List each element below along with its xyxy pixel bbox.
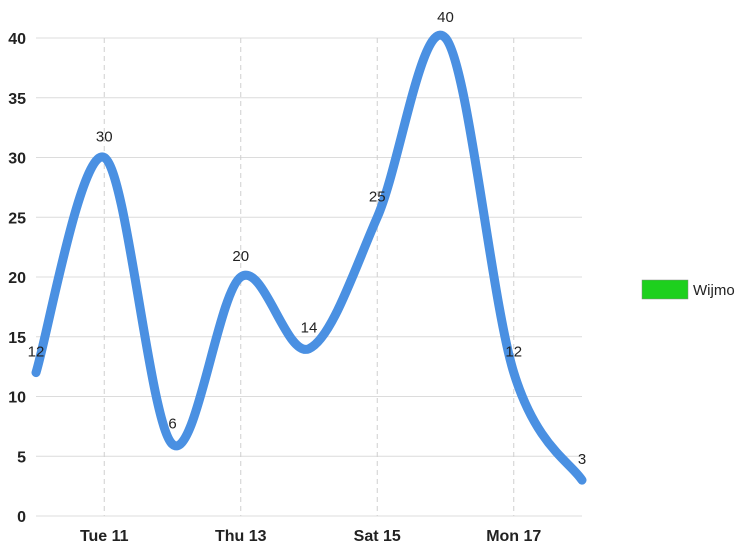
data-label: 14 (301, 320, 318, 337)
x-tick-label: Mon 17 (486, 528, 541, 545)
y-tick-label: 10 (8, 390, 26, 407)
data-label: 30 (96, 129, 113, 146)
series-line-wijmo (31, 30, 587, 485)
y-axis: 0 5 10 15 20 25 30 35 40 (8, 31, 26, 526)
y-tick-label: 5 (17, 449, 26, 466)
y-tick-label: 35 (8, 91, 26, 108)
data-labels: 12 30 6 20 14 25 40 12 3 (28, 9, 587, 468)
series-group (31, 30, 587, 485)
x-tick-label: Thu 13 (215, 528, 267, 545)
data-label: 12 (28, 344, 45, 361)
y-tick-label: 0 (17, 509, 26, 526)
y-tick-label: 15 (8, 330, 26, 347)
data-label: 20 (232, 248, 249, 265)
y-tick-label: 30 (8, 151, 26, 168)
x-axis: Tue 11 Thu 13 Sat 15 Mon 17 (80, 528, 541, 545)
y-tick-label: 25 (8, 210, 26, 227)
legend: Wijmo (641, 279, 735, 300)
grid (36, 37, 582, 517)
data-label: 6 (168, 415, 176, 432)
data-label: 3 (578, 451, 586, 468)
x-tick-label: Sat 15 (354, 528, 401, 545)
legend-label: Wijmo (693, 282, 735, 299)
data-label: 40 (437, 9, 454, 26)
y-tick-label: 40 (8, 31, 26, 48)
data-label: 12 (505, 344, 522, 361)
x-tick-label: Tue 11 (80, 528, 129, 545)
legend-swatch (641, 279, 689, 300)
y-tick-label: 20 (8, 270, 26, 287)
data-label: 25 (369, 188, 386, 205)
